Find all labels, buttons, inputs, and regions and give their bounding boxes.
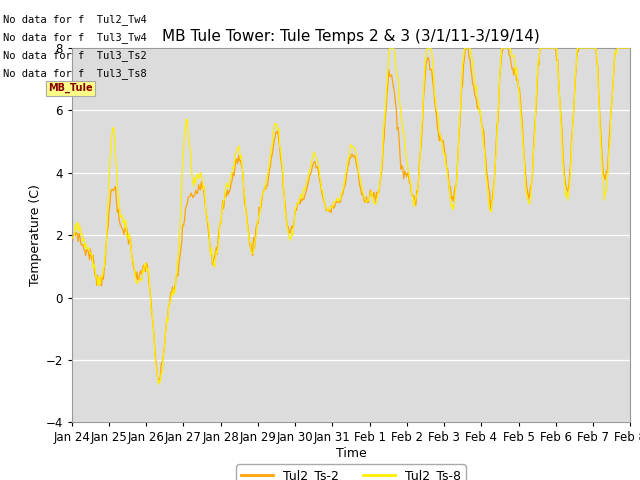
Tul2_Ts-2 — [68, 234, 76, 240]
Legend: Tul2_Ts-2, Tul2_Ts-8: Tul2_Ts-2, Tul2_Ts-8 — [236, 464, 466, 480]
Y-axis label: Temperature (C): Temperature (C) — [29, 184, 42, 286]
Tul2_Ts-8 — [212, 249, 220, 254]
Tul2_Ts-2 — [627, 45, 634, 51]
Tul2_Ts-2 — [398, 163, 406, 168]
Tul2_Ts-2 — [442, 152, 449, 157]
Text: No data for f  Tul3_Ts2: No data for f Tul3_Ts2 — [3, 50, 147, 61]
Tul2_Ts-2 — [168, 292, 175, 298]
Text: No data for f  Tul3_Ts8: No data for f Tul3_Ts8 — [3, 68, 147, 79]
Text: No data for f  Tul3_Tw4: No data for f Tul3_Tw4 — [3, 32, 147, 43]
Tul2_Ts-8 — [443, 163, 451, 168]
Tul2_Ts-8 — [321, 203, 329, 209]
Tul2_Ts-2 — [461, 45, 469, 51]
Tul2_Ts-8 — [399, 129, 406, 134]
Tul2_Ts-8 — [168, 290, 175, 296]
Text: No data for f  Tul2_Tw4: No data for f Tul2_Tw4 — [3, 13, 147, 24]
Tul2_Ts-8 — [155, 381, 163, 387]
Line: Tul2_Ts-8: Tul2_Ts-8 — [72, 48, 630, 384]
Title: MB Tule Tower: Tule Temps 2 & 3 (3/1/11-3/19/14): MB Tule Tower: Tule Temps 2 & 3 (3/1/11-… — [162, 29, 540, 44]
Tul2_Ts-2 — [156, 379, 163, 385]
Line: Tul2_Ts-2: Tul2_Ts-2 — [72, 48, 630, 382]
Tul2_Ts-2 — [212, 244, 220, 250]
Tul2_Ts-2 — [321, 204, 329, 210]
X-axis label: Time: Time — [335, 447, 367, 460]
Tul2_Ts-8 — [490, 177, 498, 182]
Tul2_Ts-8 — [386, 45, 394, 51]
Tul2_Ts-2 — [490, 178, 498, 183]
Tul2_Ts-8 — [68, 235, 76, 241]
Text: MB_Tule: MB_Tule — [48, 83, 93, 94]
Tul2_Ts-8 — [627, 45, 634, 51]
